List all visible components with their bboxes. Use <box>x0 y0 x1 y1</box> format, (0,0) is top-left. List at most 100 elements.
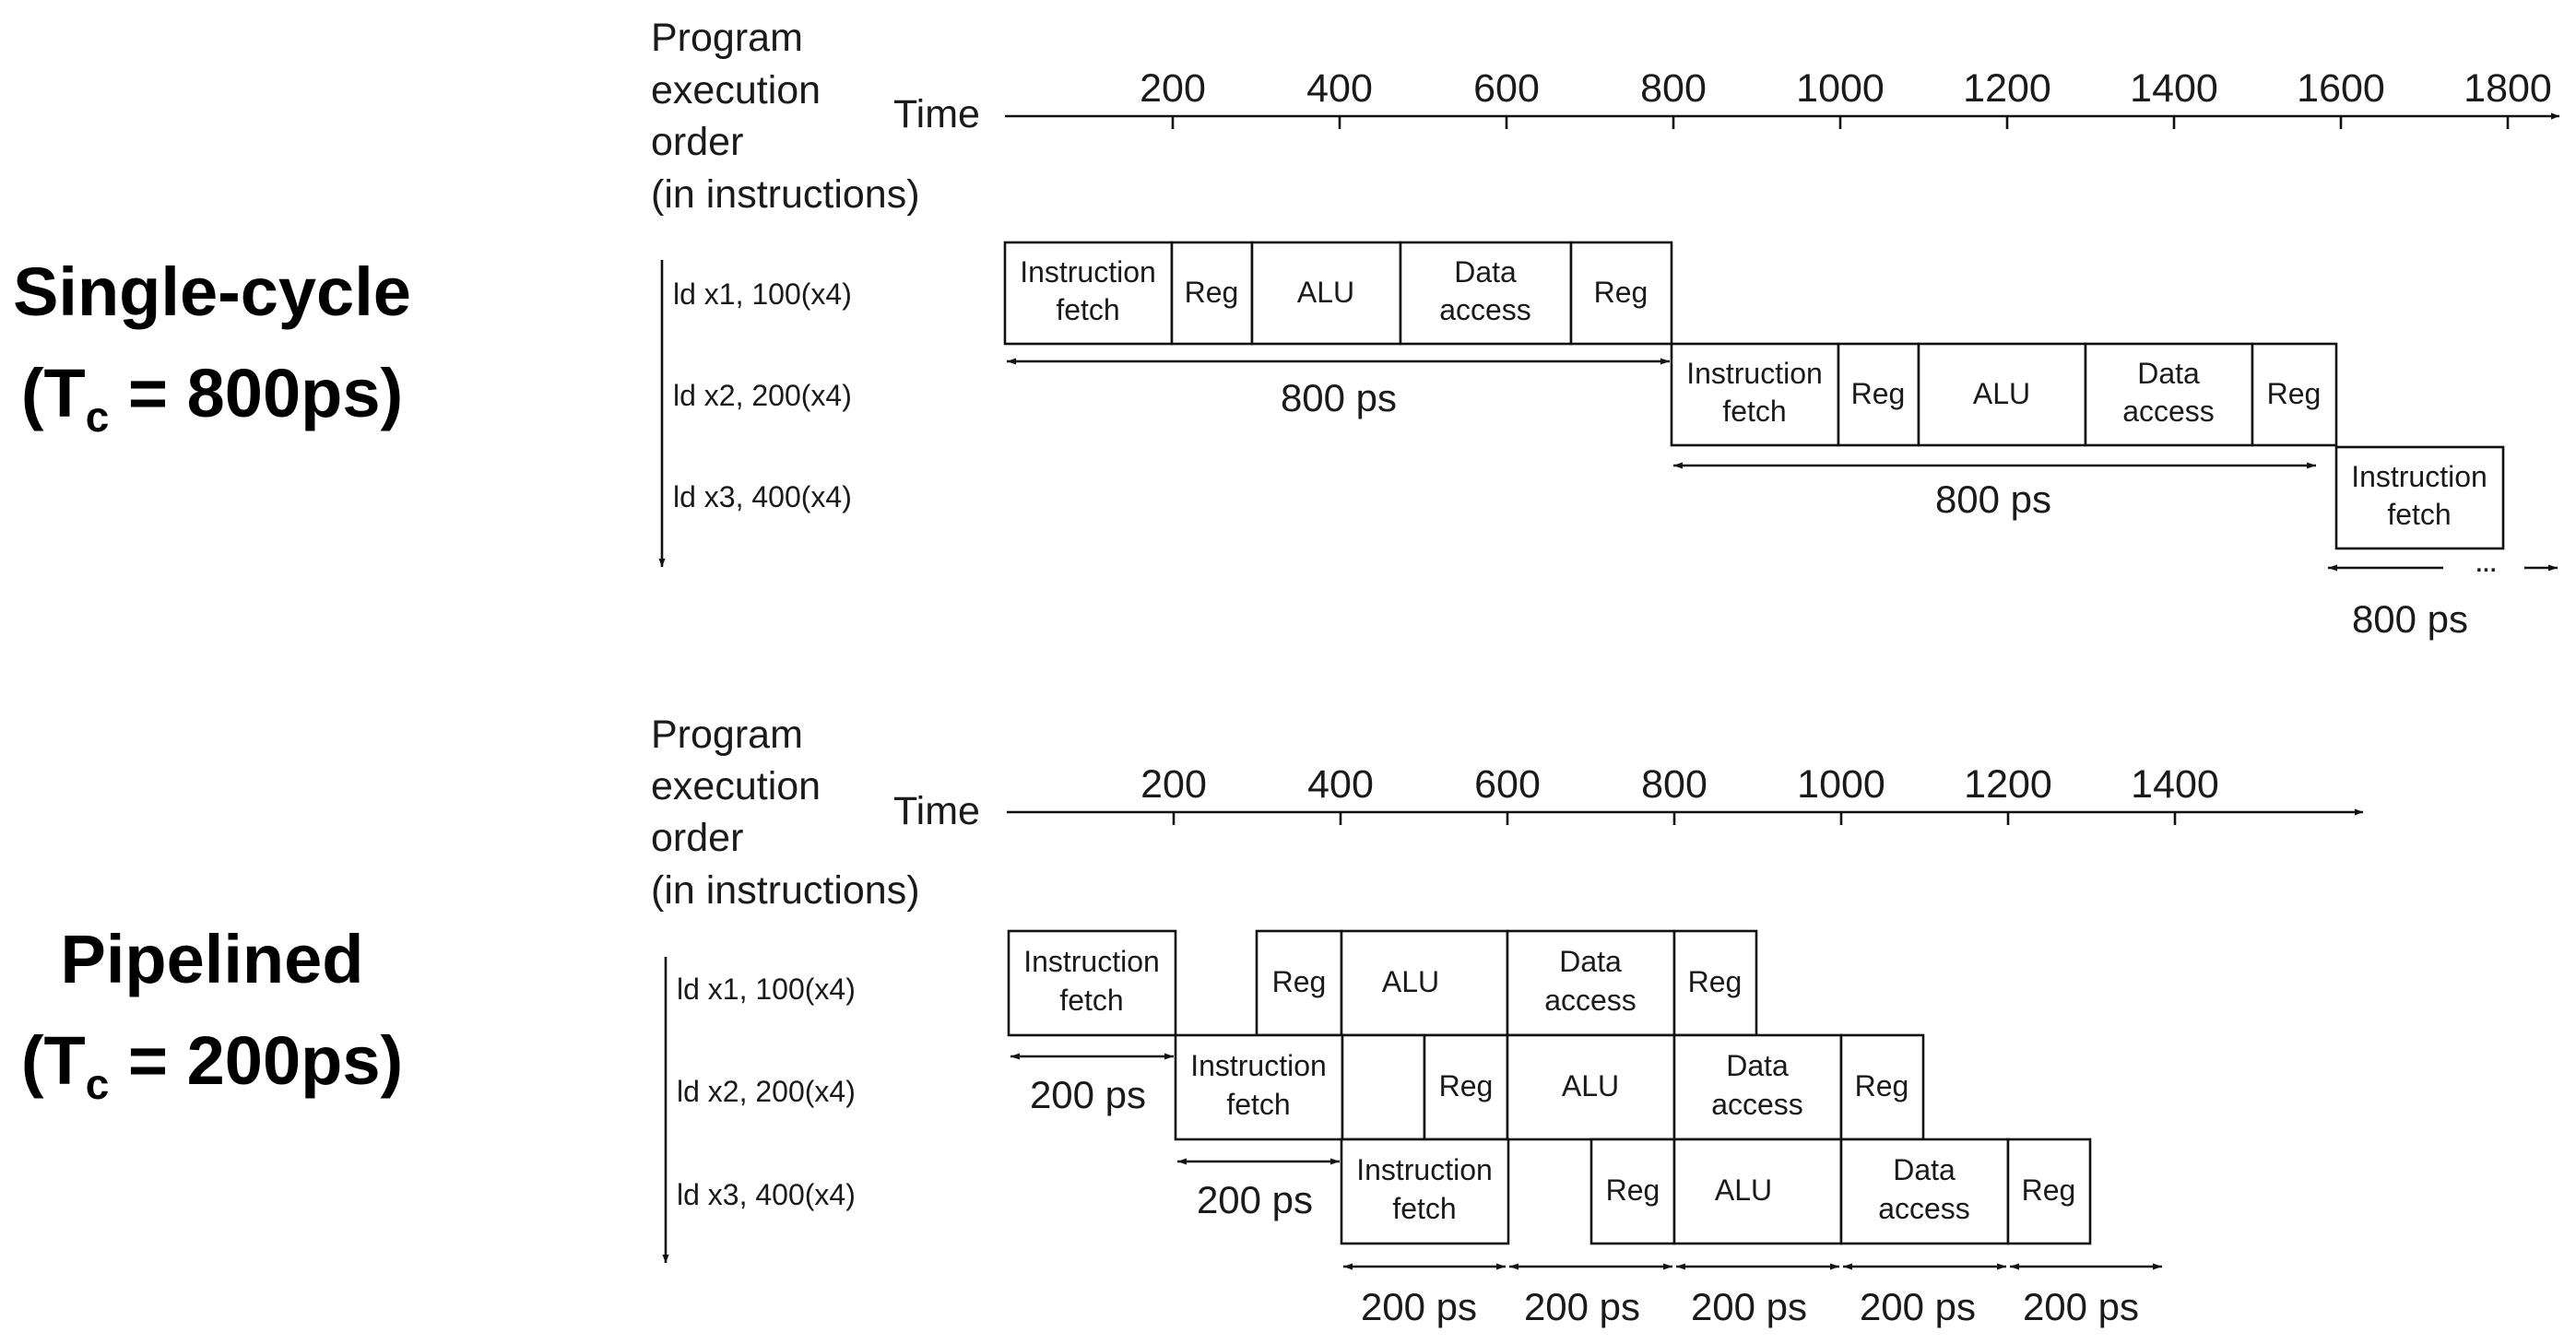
pipelined-label: Pipelined (Tc = 200ps) <box>21 921 403 1108</box>
stage-text: Reg <box>1606 1173 1660 1207</box>
stage-reg-write <box>1672 929 1758 1037</box>
single-cycle-title: Single-cycle <box>13 253 411 330</box>
instruction-label: ld x2, 200(x4) <box>673 379 852 412</box>
stage-text: Instruction <box>1686 357 1823 390</box>
stage-text: Instruction <box>1356 1153 1493 1186</box>
stage-text: fetch <box>1056 293 1119 326</box>
instruction-label: ld x3, 400(x4) <box>673 480 852 513</box>
tick-label: 1400 <box>2131 762 2219 807</box>
stage-reg-write <box>1839 1033 1925 1141</box>
single-axis-header: Program execution order (in instructions… <box>651 16 980 217</box>
duration-label: 200 ps <box>1524 1285 1640 1328</box>
pipelined-instruction-1: Instruction fetch Reg ALU Data access Re… <box>1007 929 1758 1037</box>
single-instruction-1: Instruction fetch Reg ALU Data access Re… <box>1003 241 1673 346</box>
stage-text: Reg <box>1594 276 1648 309</box>
stage-text: Reg <box>1439 1069 1494 1102</box>
tick-label: 400 <box>1307 762 1374 807</box>
instruction-label: ld x2, 200(x4) <box>677 1075 856 1108</box>
tick-label: 600 <box>1473 66 1540 111</box>
stage-instruction-fetch <box>1007 929 1177 1037</box>
single-tick-group: 200 400 600 800 1000 1200 1400 1600 1800 <box>1140 66 2552 129</box>
single-cycle-diagram: Program execution order (in instructions… <box>651 16 2559 641</box>
stage-instruction-fetch <box>2334 445 2505 550</box>
stage-text: Reg <box>1185 276 1239 309</box>
stage-text: ALU <box>1297 276 1354 309</box>
stage-text: ALU <box>1715 1173 1772 1207</box>
header-line: Program <box>651 713 803 757</box>
stage-text: fetch <box>1059 984 1123 1017</box>
single-instruction-3: Instruction fetch <box>2334 445 2505 550</box>
stage-instruction-fetch <box>1340 1138 1510 1245</box>
instruction-label: ld x1, 100(x4) <box>673 277 852 311</box>
header-line: execution <box>651 764 821 808</box>
tick-label: 1800 <box>2464 66 2552 111</box>
duration-label: 200 ps <box>2023 1285 2139 1328</box>
stage-reg-read <box>1589 1138 1676 1245</box>
stage-text: Data <box>2137 357 2200 390</box>
header-line: execution <box>651 68 821 112</box>
single-instruction-2: Instruction fetch Reg ALU Data access Re… <box>1670 342 2338 447</box>
header-line: order <box>651 120 743 164</box>
stage-reg-read <box>1837 342 1920 447</box>
stage-text: Instruction <box>1023 945 1160 978</box>
time-label: Time <box>893 789 980 833</box>
tick-label: 1200 <box>1963 66 2051 111</box>
stage-text: Data <box>1726 1049 1789 1082</box>
tick-label: 400 <box>1306 66 1373 111</box>
stage-reg-read <box>1170 241 1254 346</box>
stage-data-access <box>1672 1033 1843 1141</box>
tick-label: 200 <box>1140 762 1207 807</box>
header-line: (in instructions) <box>651 172 920 217</box>
stage-text: Reg <box>1851 377 1906 410</box>
tick-label: 600 <box>1474 762 1541 807</box>
duration-label: 800 ps <box>1935 477 2051 521</box>
stage-alu <box>1506 1033 1676 1141</box>
stage-text: ALU <box>1973 377 2030 410</box>
stage-text: access <box>1878 1192 1970 1225</box>
stage-reg-write <box>1569 241 1673 346</box>
stage-text: Reg <box>1855 1069 1909 1102</box>
duration-label: 200 ps <box>1860 1285 1976 1328</box>
stage-text: fetch <box>1392 1192 1456 1225</box>
pipelined-instruction-3: Instruction fetch Reg ALU Data access Re… <box>1340 1138 2092 1245</box>
stage-text: Instruction <box>2351 460 2487 493</box>
stage-empty-slot <box>1341 1033 1426 1141</box>
duration-label: 800 ps <box>1281 376 1397 419</box>
stage-text: fetch <box>1722 395 1786 428</box>
stage-reg-write <box>2006 1138 2092 1245</box>
stage-text: Data <box>1454 255 1517 289</box>
stage-alu <box>1672 1138 1843 1245</box>
stage-data-access <box>2084 342 2254 447</box>
tick-label: 1000 <box>1797 762 1885 807</box>
duration-label: 800 ps <box>2352 597 2468 641</box>
stage-instruction-fetch <box>1670 342 1840 447</box>
stage-text: Data <box>1559 945 1622 978</box>
duration-label: 200 ps <box>1197 1178 1313 1221</box>
stage-text: access <box>2122 395 2215 428</box>
duration-label: 200 ps <box>1691 1285 1807 1328</box>
stage-text: Data <box>1893 1153 1956 1186</box>
tick-label: 1200 <box>1964 762 2052 807</box>
pipelined-axis-header: Program execution order (in instructions… <box>651 713 980 913</box>
stage-text: Reg <box>1688 965 1743 998</box>
instruction-label: ld x3, 400(x4) <box>677 1178 856 1211</box>
single-cycle-period: (Tc = 800ps) <box>21 355 403 441</box>
stage-instruction-fetch <box>1174 1033 1344 1141</box>
stage-text: Reg <box>2022 1173 2076 1207</box>
pipelined-tick-group: 200 400 600 800 1000 1200 1400 <box>1140 762 2219 825</box>
stage-data-access <box>1506 929 1676 1037</box>
stage-text: Instruction <box>1190 1049 1327 1082</box>
stage-text: ALU <box>1562 1069 1619 1102</box>
stage-reg-write <box>2251 342 2338 447</box>
stage-text: access <box>1439 293 1531 326</box>
stage-text: fetch <box>1226 1088 1290 1121</box>
header-line: Program <box>651 16 803 60</box>
pipelined-instruction-2: Instruction fetch Reg ALU Data access Re… <box>1174 1033 1925 1141</box>
header-line: order <box>651 816 743 860</box>
stage-text: fetch <box>2387 498 2451 531</box>
time-label: Time <box>893 92 980 136</box>
pipelined-period: (Tc = 200ps) <box>21 1022 403 1108</box>
tick-label: 1400 <box>2130 66 2218 111</box>
stage-text: access <box>1711 1088 1803 1121</box>
single-cycle-label: Single-cycle (Tc = 800ps) <box>13 253 411 441</box>
